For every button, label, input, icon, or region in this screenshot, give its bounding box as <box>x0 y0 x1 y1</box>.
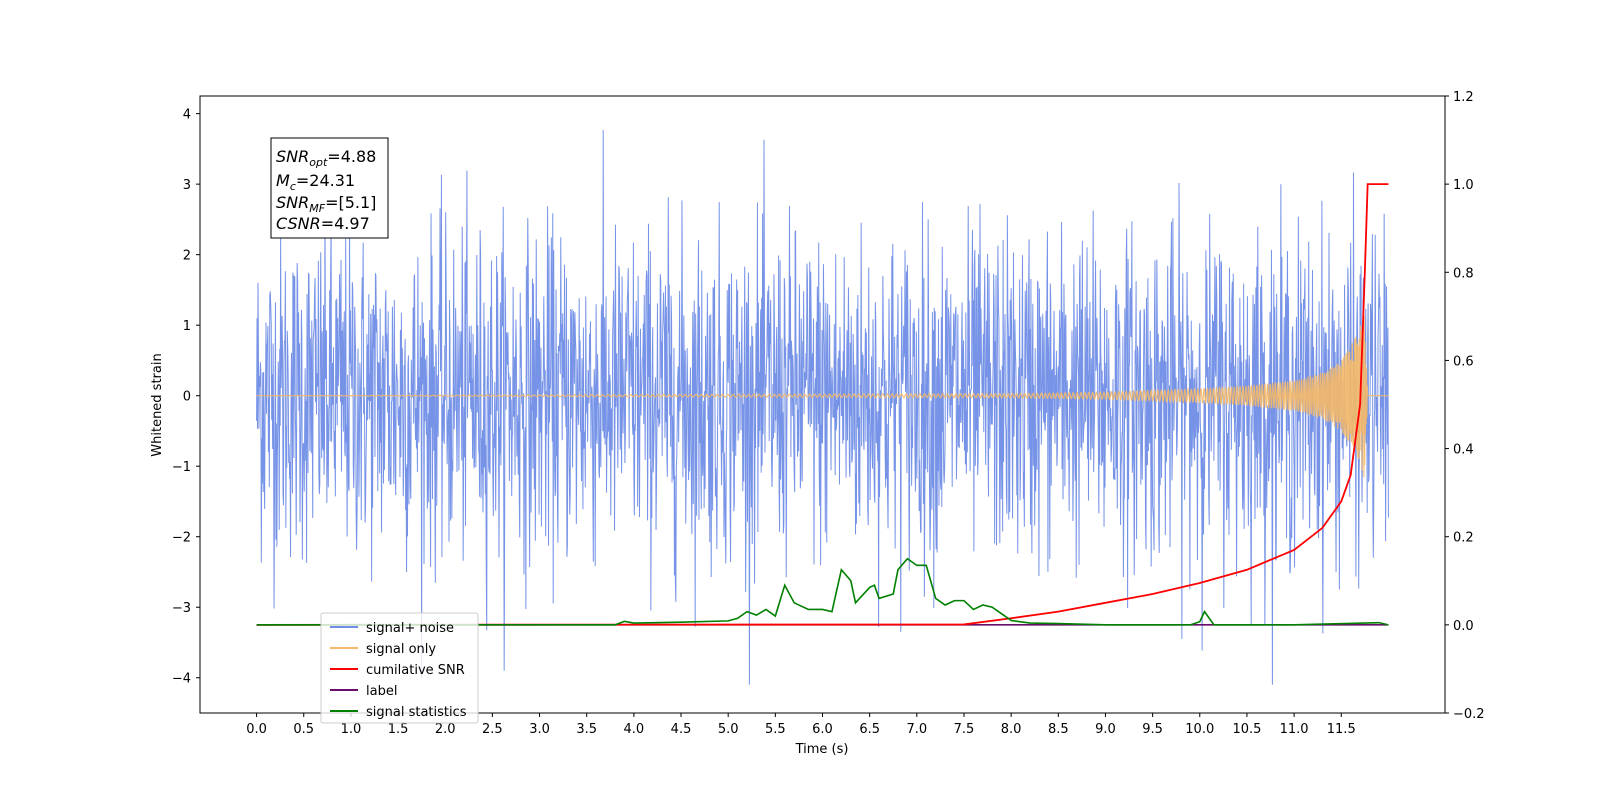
series-cumulative-snr-line <box>256 183 1389 626</box>
x-tick-label: 0.5 <box>293 722 314 737</box>
plot-area <box>256 130 1389 685</box>
x-tick-label: 7.0 <box>906 722 927 737</box>
annotation-line-mc: Mc=24.31 <box>276 171 355 193</box>
y2-tick-label: 0.6 <box>1453 354 1474 369</box>
y2-tick-label: 0.8 <box>1453 266 1474 281</box>
y-tick-label: 3 <box>183 178 191 193</box>
legend-label: signal only <box>366 642 436 657</box>
x-axis: 0.0 0.5 1.0 1.5 2.0 2.5 3.0 3.5 4.0 4.5 5.0 5.5 6.0 6… <box>246 713 1356 737</box>
y2-tick-label: 0.2 <box>1453 531 1474 546</box>
annotation-line-csnr: CSNR=4.97 <box>276 214 370 233</box>
y2-tick-label: 1.2 <box>1453 90 1474 105</box>
legend-label: label <box>366 684 397 699</box>
x-tick-label: 6.0 <box>812 722 833 737</box>
x-axis-label: Time (s) <box>795 742 849 757</box>
x-tick-label: 1.0 <box>341 722 362 737</box>
y2-tick-label: −0.2 <box>1453 707 1485 722</box>
x-tick-label: 3.0 <box>529 722 550 737</box>
x-tick-label: 3.5 <box>576 722 597 737</box>
legend-label: signal+ noise <box>366 621 454 636</box>
x-tick-label: 9.5 <box>1142 722 1163 737</box>
x-tick-label: 5.0 <box>718 722 739 737</box>
x-tick-label: 8.5 <box>1048 722 1069 737</box>
y-axis-right: 1.2 1.0 0.8 0.6 0.4 0.2 0.0 −0.2 <box>1445 90 1485 722</box>
y-tick-label: −1 <box>172 460 191 475</box>
x-tick-label: 10.5 <box>1232 722 1261 737</box>
y-tick-label: 2 <box>183 249 191 264</box>
legend-label: cumilative SNR <box>366 663 465 678</box>
series-signal-noise-line <box>256 130 1389 685</box>
y-tick-label: 1 <box>183 319 191 334</box>
x-tick-label: 6.5 <box>859 722 880 737</box>
annotation-line-snr-opt: SNRopt=4.88 <box>276 147 376 169</box>
x-tick-label: 11.5 <box>1327 722 1356 737</box>
x-tick-label: 10.0 <box>1185 722 1214 737</box>
x-tick-label: 4.5 <box>671 722 692 737</box>
legend-label: signal statistics <box>366 705 467 720</box>
series-signal-only-line <box>256 316 1389 478</box>
x-tick-label: 1.5 <box>388 722 409 737</box>
y-tick-label: 4 <box>183 108 191 123</box>
x-tick-label: 9.0 <box>1095 722 1116 737</box>
x-tick-label: 2.0 <box>435 722 456 737</box>
x-tick-label: 0.0 <box>246 722 267 737</box>
y-tick-label: 0 <box>183 390 191 405</box>
x-tick-label: 8.0 <box>1001 722 1022 737</box>
x-tick-label: 11.0 <box>1280 722 1309 737</box>
y-tick-label: −2 <box>172 531 191 546</box>
y-tick-label: −3 <box>172 601 191 616</box>
y2-tick-label: 0.4 <box>1453 443 1474 458</box>
x-tick-label: 5.5 <box>765 722 786 737</box>
x-tick-label: 4.0 <box>624 722 645 737</box>
annotation-box: SNRopt=4.88 Mc=24.31 SNRMF=[5.1] CSNR=4.… <box>270 137 389 239</box>
y-axis-left: 4 3 2 1 0 −1 −2 −3 −4 <box>172 108 200 687</box>
series-signal-statistics-line <box>256 557 1389 626</box>
y2-tick-label: 1.0 <box>1453 178 1474 193</box>
annotation-line-snr-mf: SNRMF=[5.1] <box>276 193 376 215</box>
y-tick-label: −4 <box>172 672 191 687</box>
y2-tick-label: 0.0 <box>1453 619 1474 634</box>
legend: signal+ noise signal only cumilative SNR la… <box>320 612 479 724</box>
x-tick-label: 7.5 <box>954 722 975 737</box>
x-tick-label: 2.5 <box>482 722 503 737</box>
y-axis-label: Whitened strain <box>150 353 165 456</box>
